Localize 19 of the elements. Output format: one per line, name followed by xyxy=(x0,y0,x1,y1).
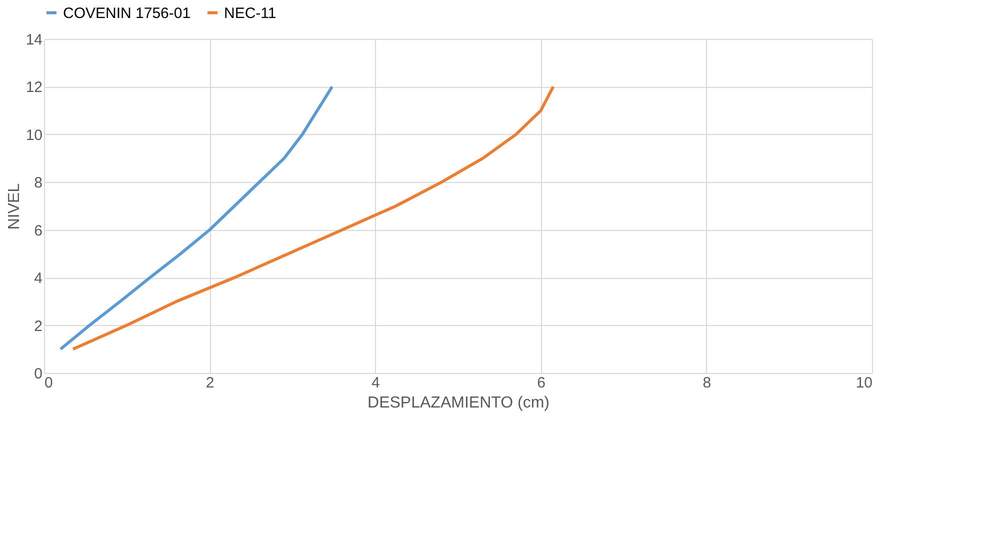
line-series xyxy=(71,85,555,351)
x-tick-label: 8 xyxy=(702,374,712,392)
y-tick-label: 14 xyxy=(26,32,42,48)
y-axis-title: NIVEL xyxy=(6,183,23,230)
x-tick-label: 0 xyxy=(44,374,53,392)
y-tick-label: 6 xyxy=(34,222,42,240)
y-tick-label: 8 xyxy=(34,174,42,192)
y-tick-label: 10 xyxy=(26,126,42,144)
y-tick-label: 12 xyxy=(26,79,42,96)
y-tick-label: 2 xyxy=(34,318,42,335)
x-tick-label: 6 xyxy=(537,374,546,392)
legend-label: NEC-11 xyxy=(224,4,276,22)
y-tick-label: 4 xyxy=(34,270,42,288)
x-tick-label: 2 xyxy=(206,374,214,392)
x-tick-label: 10 xyxy=(856,374,872,392)
x-axis-title: DESPLAZAMIENTO (cm) xyxy=(368,394,550,412)
line-series xyxy=(59,85,334,351)
x-tick-label: 4 xyxy=(372,374,380,392)
legend-label: COVENIN 1756-01 xyxy=(63,4,191,22)
